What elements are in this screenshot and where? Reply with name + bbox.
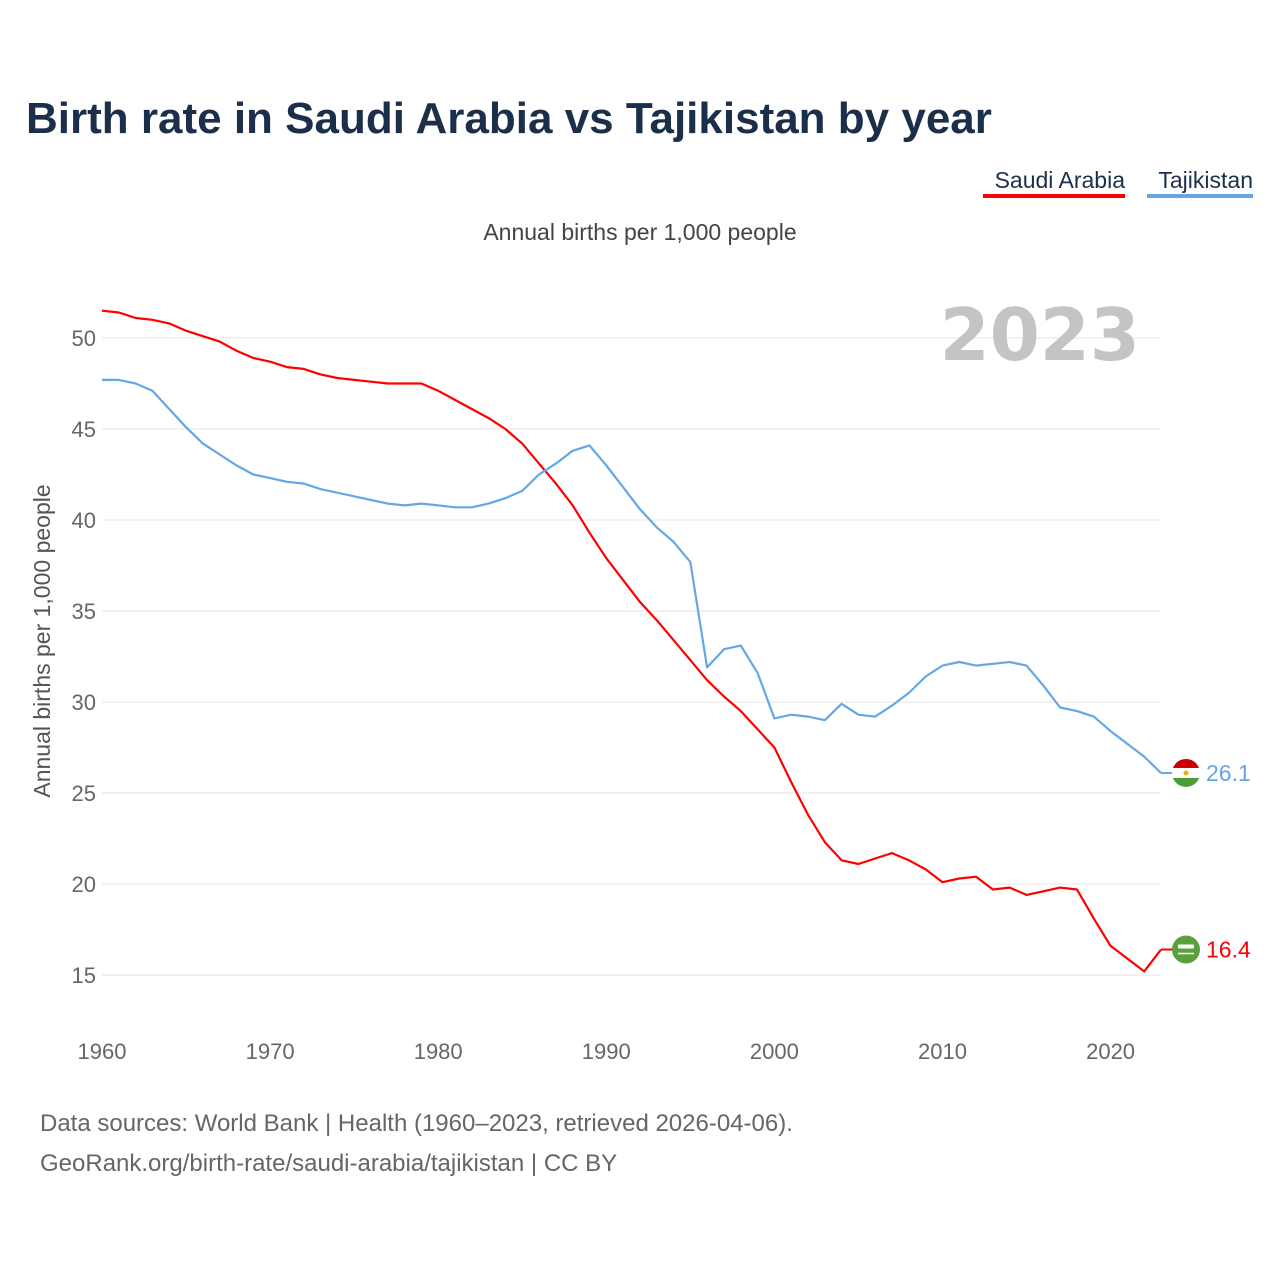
source-line-1: Data sources: World Bank | Health (1960–… — [40, 1110, 793, 1137]
x-tick-label-1970: 1970 — [246, 1039, 295, 1064]
series-line-saudi-arabia[interactable] — [101, 309, 1162, 973]
x-tick-label-2020: 2020 — [1086, 1039, 1135, 1064]
x-tick-label-1980: 1980 — [414, 1039, 463, 1064]
x-tick-label-1990: 1990 — [582, 1039, 631, 1064]
end-value-label-saudi-arabia: 16.4 — [1206, 937, 1251, 963]
y-axis-ticks: 15 20 25 30 35 40 45 50 — [72, 326, 96, 988]
x-tick-label-2010: 2010 — [918, 1039, 967, 1064]
y-tick-label-15: 15 — [72, 963, 96, 988]
y-tick-label-40: 40 — [72, 508, 96, 533]
series-line-tajikistan[interactable] — [102, 378, 1162, 774]
source-line-2[interactable]: GeoRank.org/birth-rate/saudi-arabia/taji… — [40, 1150, 617, 1177]
y-tick-label-45: 45 — [72, 417, 96, 442]
y-tick-label-30: 30 — [72, 690, 96, 715]
x-tick-label-1960: 1960 — [78, 1039, 127, 1064]
legend-label-saudi-arabia: Saudi Arabia — [995, 167, 1126, 193]
current-year-watermark: 2023 — [940, 293, 1140, 377]
legend-label-tajikistan: Tajikistan — [1158, 167, 1253, 193]
legend-item-tajikistan[interactable]: Tajikistan — [1147, 167, 1253, 198]
y-tick-label-25: 25 — [72, 781, 96, 806]
legend: Saudi Arabia Tajikistan — [983, 167, 1253, 198]
x-tick-label-2000: 2000 — [750, 1039, 799, 1064]
legend-item-saudi-arabia[interactable]: Saudi Arabia — [983, 167, 1126, 198]
chart-subtitle: Annual births per 1,000 people — [483, 219, 796, 245]
grid — [102, 337, 1161, 976]
end-markers: 16.4 26.1 — [1161, 758, 1251, 964]
flag-icon-tajikistan — [1172, 758, 1200, 787]
flag-icon-saudi-arabia — [1172, 935, 1200, 964]
series — [101, 309, 1162, 973]
y-axis-label: Annual births per 1,000 people — [29, 484, 55, 797]
end-value-label-tajikistan: 26.1 — [1206, 760, 1251, 786]
chart-title: Birth rate in Saudi Arabia vs Tajikistan… — [26, 94, 992, 143]
x-axis-ticks: 1960 1970 1980 1990 2000 2010 2020 — [78, 1039, 1136, 1064]
y-tick-label-50: 50 — [72, 326, 96, 351]
y-tick-label-20: 20 — [72, 872, 96, 897]
y-tick-label-35: 35 — [72, 599, 96, 624]
